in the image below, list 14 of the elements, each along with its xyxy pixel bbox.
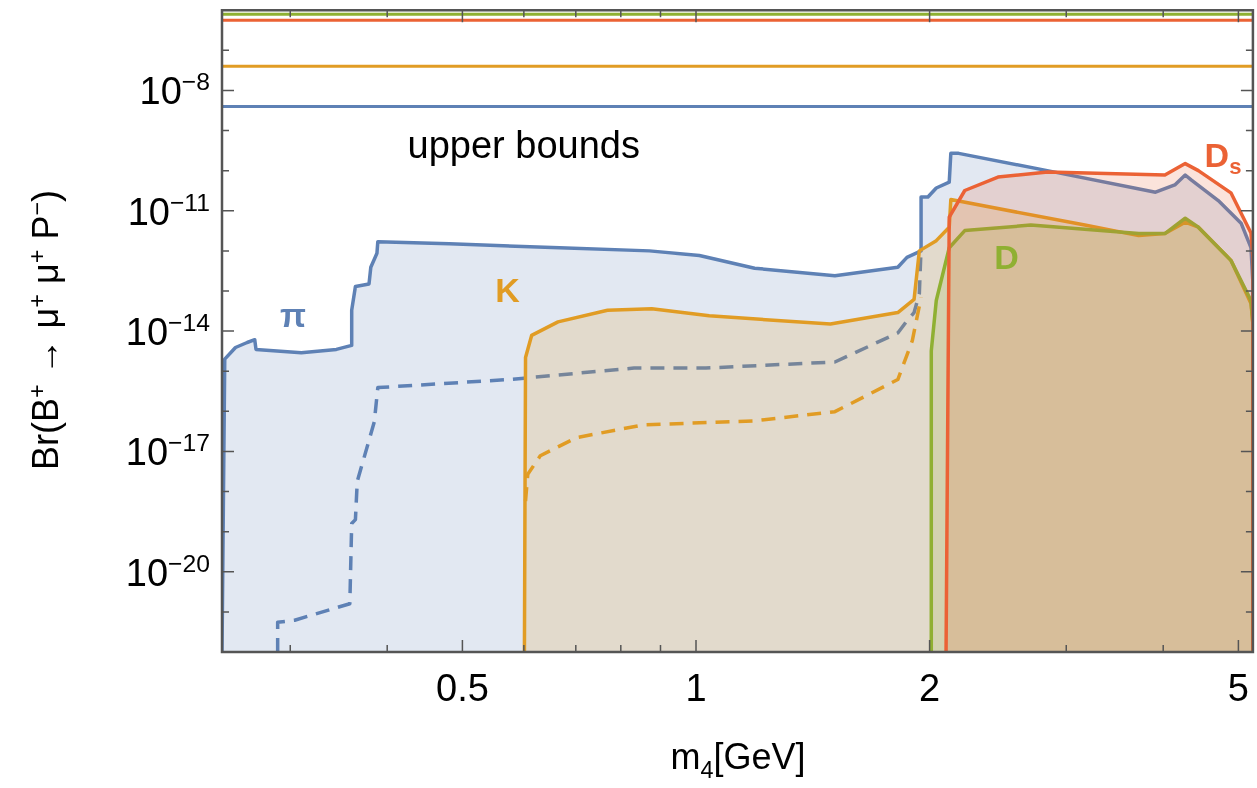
x-tick-label: 5 xyxy=(1227,667,1249,710)
x-tick-label: 0.5 xyxy=(435,667,489,710)
series-label: K xyxy=(495,271,520,310)
y-tick-label: 10$^{−11}$ xyxy=(127,188,210,233)
y-tick-label: 10$^{−8}$ xyxy=(139,68,210,113)
x-tick-label: 2 xyxy=(919,667,941,710)
y-tick-label: 10$^{−17}$ xyxy=(125,429,210,474)
annotation: upper bounds xyxy=(407,123,640,166)
series-label: π xyxy=(280,296,307,335)
x-tick-label: 1 xyxy=(685,667,707,710)
y-tick-label: 10$^{−20}$ xyxy=(125,549,210,594)
y-tick-label: 10$^{−14}$ xyxy=(125,309,210,353)
series-label: D$_{s}$ xyxy=(1204,136,1242,180)
x-axis-title: m$_{4}$[GeV] xyxy=(670,736,806,784)
